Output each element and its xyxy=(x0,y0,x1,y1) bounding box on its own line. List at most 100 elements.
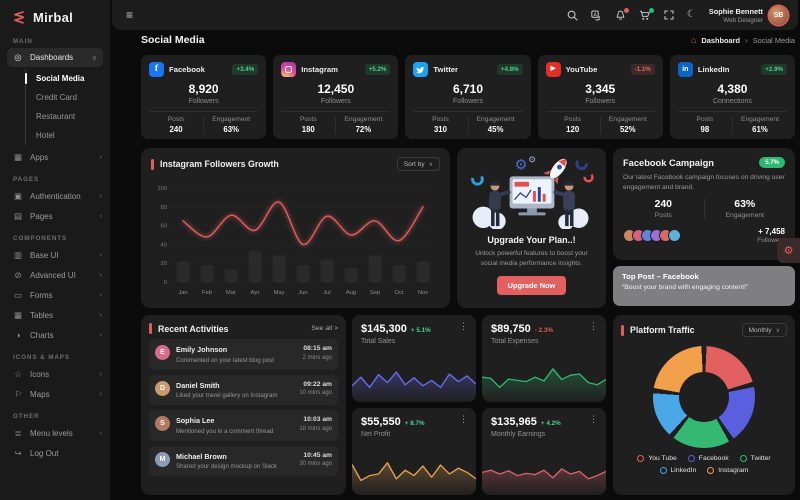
chevron-down-icon: ∨ xyxy=(91,54,97,62)
svg-text:Nov: Nov xyxy=(418,290,428,296)
see-all-link[interactable]: See all > xyxy=(311,325,338,332)
stats-grid: $145,300 + 5.1% Total Sales ⋮ $89,750- 2.… xyxy=(352,315,606,495)
sidebar-item-maps[interactable]: ⚐ Maps › xyxy=(14,388,102,399)
net-profit-sparkline xyxy=(352,462,476,495)
chevron-right-icon: › xyxy=(99,251,102,259)
traffic-title: Platform Traffic xyxy=(630,325,695,335)
search-icon[interactable] xyxy=(567,10,578,21)
connections-count: 4,380 xyxy=(717,82,748,96)
svg-text:Jul: Jul xyxy=(323,290,330,296)
sort-by-dropdown[interactable]: Sort by ∨ xyxy=(396,157,440,171)
notification-dot xyxy=(623,7,629,13)
tables-icon: ▦ xyxy=(13,309,23,320)
sidebar-item-base-ui[interactable]: ▥ Base UI › xyxy=(13,249,102,260)
sidebar-item-tables[interactable]: ▦ Tables › xyxy=(13,309,102,320)
campaign-followers: + 7,458 xyxy=(758,227,785,237)
forms-icon: ▭ xyxy=(13,289,23,300)
kebab-menu-icon[interactable]: ⋮ xyxy=(589,414,598,424)
svg-text:Jun: Jun xyxy=(298,290,307,296)
activity-item[interactable]: S Sophia Lee Mentioned you in a comment … xyxy=(149,410,338,441)
total-sales-card: $145,300 + 5.1% Total Sales ⋮ xyxy=(352,315,476,402)
svg-text:60: 60 xyxy=(161,224,167,230)
sidebar-item-pages[interactable]: ▤ Pages › xyxy=(13,210,102,221)
sidebar-subitem-credit-card[interactable]: Credit Card xyxy=(36,93,77,102)
sidebar-item-advanced-ui[interactable]: ⊘ Advanced UI › xyxy=(14,269,102,280)
settings-gear-button[interactable]: ⚙ xyxy=(777,238,800,263)
top-post-quote: “Boost your brand with engaging content!… xyxy=(622,284,749,291)
cart-dot xyxy=(648,7,654,13)
kebab-menu-icon[interactable]: ⋮ xyxy=(459,321,468,331)
brand-logo[interactable]: Mirbal xyxy=(0,0,110,29)
svg-text:A: A xyxy=(593,12,597,18)
sidebar-item-forms[interactable]: ▭ Forms › xyxy=(13,289,102,300)
upgrade-now-button[interactable]: Upgrade Now xyxy=(496,275,567,295)
chevron-right-icon: › xyxy=(99,311,102,319)
sidebar-item-menu-levels[interactable]: ≣ Menu levels › xyxy=(14,427,102,438)
instagram-icon xyxy=(281,62,297,77)
breadcrumb: ⌂ Dashboard › Social Media xyxy=(691,35,795,45)
linkedin-icon: in xyxy=(677,62,693,77)
notifications-bell-icon[interactable] xyxy=(615,7,629,21)
chevron-down-icon: ∨ xyxy=(775,327,780,334)
sidebar-item-apps[interactable]: ▦ Apps › xyxy=(13,151,102,162)
legend-item: Twitter xyxy=(739,455,771,462)
traffic-donut xyxy=(653,346,755,448)
star-icon: ☆ xyxy=(14,368,22,379)
home-icon[interactable]: ⌂ xyxy=(690,35,697,45)
sidebar-subitem-restaurant[interactable]: Restaurant xyxy=(36,112,76,121)
fullscreen-icon[interactable] xyxy=(664,10,674,20)
chevron-right-icon: › xyxy=(99,192,102,200)
dark-mode-moon-icon[interactable]: ☾ xyxy=(686,9,696,20)
cart-icon[interactable] xyxy=(639,7,654,21)
sidebar-item-icons[interactable]: ☆ Icons › xyxy=(14,368,102,379)
brand-logo-icon xyxy=(14,11,24,24)
pages-icon: ▤ xyxy=(13,210,23,221)
kebab-menu-icon[interactable]: ⋮ xyxy=(459,414,468,424)
campaign-posts: 240 xyxy=(654,198,673,211)
sidebar-subitem-social-media[interactable]: Social Media xyxy=(25,69,110,88)
accent-bar xyxy=(151,158,154,170)
growth-card-title: Instagram Followers Growth xyxy=(160,159,279,169)
linkedin-card: in LinkedIn +2.9% 4,380 Connections Post… xyxy=(669,55,796,139)
monthly-dropdown[interactable]: Monthly ∨ xyxy=(741,323,787,337)
upgrade-illustration: ⚙ ⚙ xyxy=(470,155,594,230)
sidebar-item-charts[interactable]: ◑ Charts › xyxy=(0,325,110,345)
activity-item[interactable]: E Emily Johnson Commented on your latest… xyxy=(149,339,338,370)
followers-count: 12,450 xyxy=(317,82,355,96)
avatar[interactable]: SB xyxy=(769,5,788,25)
platform-traffic-card: Platform Traffic Monthly ∨ You Tube Face… xyxy=(613,315,795,495)
followers-count: 8,920 xyxy=(188,82,219,96)
svg-text:⚙: ⚙ xyxy=(528,155,536,165)
sidebar-subitem-hotel[interactable]: Hotel xyxy=(36,131,55,140)
user-name: Sophie Bennett xyxy=(708,6,763,16)
sidebar-item-log-out[interactable]: ↪ Log Out xyxy=(14,447,59,458)
log-out-icon: ↪ xyxy=(14,447,22,458)
followers-count: 6,710 xyxy=(452,82,484,96)
svg-text:100: 100 xyxy=(157,186,167,192)
top-post-title: Top Post – Facebook xyxy=(622,272,699,281)
total-sales-sparkline xyxy=(352,371,476,402)
monthly-earnings-card: $135,965 + 4.2% Monthly Earnings ⋮ xyxy=(482,408,606,495)
sidebar-item-dashboards[interactable]: ◎ Dashboards ∨ xyxy=(7,48,103,67)
hamburger-menu-icon[interactable]: ≡ xyxy=(126,8,134,22)
svg-text:20: 20 xyxy=(161,261,167,267)
language-icon[interactable]: A xyxy=(591,10,602,21)
activity-item[interactable]: D Daniel Smith Liked your travel gallery… xyxy=(149,374,338,405)
chevron-right-icon: › xyxy=(99,153,102,161)
sidebar-section-pages: PAGES xyxy=(13,176,40,183)
sidebar-item-authentication[interactable]: ▣ Authentication › xyxy=(13,190,102,201)
svg-text:Oct: Oct xyxy=(394,290,403,296)
facebook-campaign-card: Facebook Campaign 5.7% Our latest Facebo… xyxy=(613,148,795,260)
activity-item[interactable]: M Michael Brown Shared your design mocku… xyxy=(149,445,338,476)
trend-badge: +4.8% xyxy=(496,64,523,75)
chevron-right-icon: › xyxy=(99,291,102,299)
breadcrumb-dashboard[interactable]: Dashboard xyxy=(701,35,741,45)
user-menu[interactable]: Sophie Bennett Web Designer SB xyxy=(708,5,788,25)
svg-text:⚙: ⚙ xyxy=(514,158,527,174)
map-pin-icon: ⚐ xyxy=(14,388,22,399)
chevron-right-icon: › xyxy=(99,212,102,220)
legend-dot xyxy=(739,455,747,462)
page-head: Social Media ⌂ Dashboard › Social Media xyxy=(141,34,795,46)
kebab-menu-icon[interactable]: ⋮ xyxy=(589,321,598,331)
sidebar-section-other: OTHER xyxy=(13,413,40,420)
